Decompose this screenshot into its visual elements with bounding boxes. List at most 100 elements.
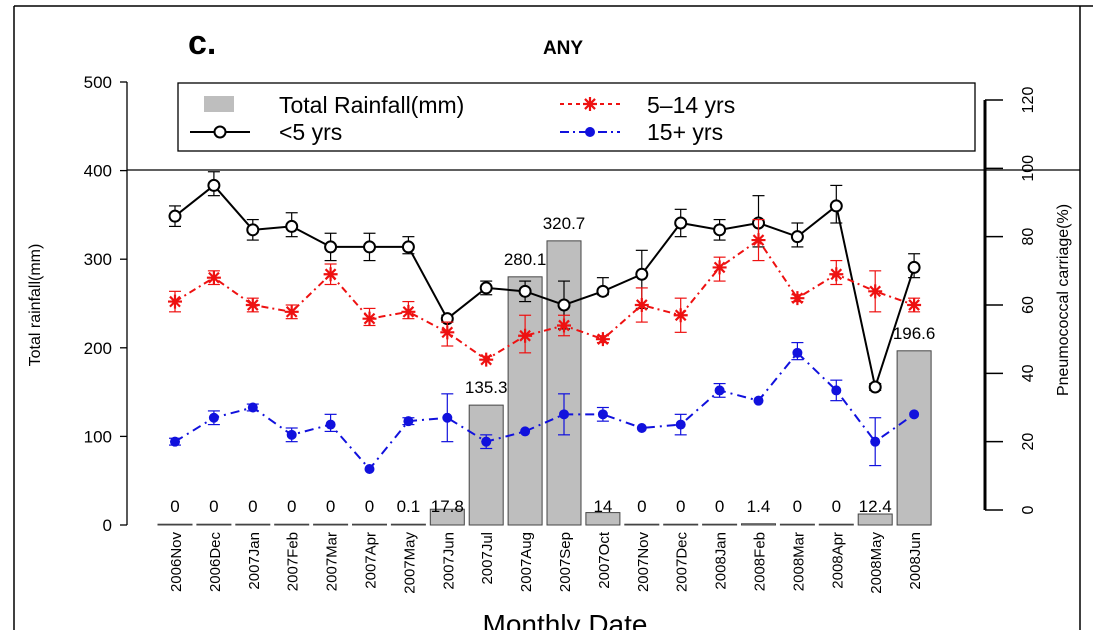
series-point (362, 311, 377, 326)
x-tick-label: 2006Dec (207, 532, 224, 593)
series-line-filled-circle (174, 351, 915, 471)
series-point (634, 298, 649, 312)
series-point (636, 423, 647, 433)
series-point (713, 223, 727, 237)
rainfall-bar-label: 196.6 (893, 324, 936, 343)
rainfall-bar-label: 0.1 (397, 497, 421, 516)
series-point (325, 419, 336, 430)
rainfall-bar (857, 513, 893, 526)
legend-5to14-marker (583, 97, 597, 111)
rainfall-bar (274, 523, 310, 526)
series-point (401, 240, 415, 254)
rainfall-bar (702, 523, 738, 526)
series-point (868, 284, 883, 299)
right-tick-label: 40 (1020, 364, 1037, 382)
legend-rainfall-swatch (204, 96, 234, 112)
right-y-axis: 0 20 40 60 80 100 120 (983, 87, 1037, 514)
x-tick-label: 2007Nov (635, 532, 652, 593)
rainfall-bar-label: 0 (637, 497, 646, 516)
rainfall-bar-label: 0 (326, 497, 335, 516)
left-tick-label: 0 (103, 516, 112, 535)
x-axis-label: Monthly Date (483, 609, 648, 630)
panel-letter: c. (188, 24, 216, 62)
series-point (714, 385, 725, 396)
rainfall-bar (235, 523, 271, 526)
rainfall-bar (313, 523, 349, 526)
series-point (557, 318, 571, 333)
right-tick-label: 0 (1020, 505, 1037, 514)
x-tick-label: 2007Dec (674, 532, 691, 593)
left-tick-label: 200 (84, 339, 112, 358)
series-point (170, 436, 180, 447)
legend-under5-marker (213, 125, 227, 139)
rainfall-bar-label: 0 (676, 497, 685, 516)
series-point (364, 464, 375, 474)
rainfall-bar (468, 404, 504, 526)
series-point (245, 298, 260, 312)
left-y-axis: 0 100 200 300 400 500 (84, 73, 128, 535)
series-point (324, 240, 338, 254)
rainfall-bar-label: 0 (365, 497, 374, 516)
rainfall-bar (157, 523, 193, 526)
rainfall-bar (663, 523, 699, 526)
left-tick-label: 500 (84, 73, 112, 92)
series-point (831, 385, 842, 396)
x-tick-label: 2007Mar (324, 532, 341, 591)
right-tick-label: 100 (1020, 155, 1037, 182)
rainfall-bar (429, 508, 465, 526)
series-point (635, 267, 649, 281)
series-point (751, 233, 766, 248)
chart-title: ANY (543, 38, 583, 59)
left-axis-label: Total rainfall(mm) (27, 244, 44, 367)
series-point (208, 412, 219, 423)
right-tick-label: 60 (1020, 296, 1037, 314)
series-point (363, 240, 376, 254)
series-point (557, 298, 571, 312)
x-tick-label: 2007May (401, 532, 418, 594)
series-point (520, 426, 531, 437)
series-point (285, 219, 299, 233)
series-point (401, 304, 416, 319)
rainfall-bar (585, 512, 621, 526)
series-point (247, 402, 258, 413)
rainfall-bar-label: 0 (209, 497, 218, 516)
rainfall-bar (779, 523, 815, 526)
rainfall-bar (196, 523, 232, 526)
series-point (712, 260, 727, 275)
series-point (829, 199, 843, 213)
x-tick-label: 2007Sep (557, 532, 574, 592)
right-tick-label: 80 (1020, 228, 1037, 246)
series-point (559, 409, 569, 420)
series-point (596, 284, 610, 298)
left-tick-label: 100 (84, 427, 112, 446)
series-point (792, 347, 803, 358)
rainfall-bar (390, 523, 426, 526)
left-tick-label: 300 (84, 250, 112, 269)
right-tick-label: 20 (1020, 433, 1037, 451)
x-tick-label: 2007Aug (518, 532, 535, 592)
series-point (870, 436, 881, 447)
series-point (207, 178, 221, 192)
x-tick-label: 2007Jan (246, 532, 263, 590)
x-tick-label: 2007Apr (363, 532, 380, 589)
legend-5to14-key (560, 97, 620, 111)
legend-under5-label: <5 yrs (279, 119, 342, 145)
series-point (907, 298, 922, 312)
rainfall-bar-label: 14 (593, 497, 612, 516)
legend-15plus-label: 15+ yrs (647, 119, 723, 145)
rainfall-bar (624, 523, 660, 526)
series-point (440, 325, 455, 340)
legend-rainfall-label: Total Rainfall(mm) (279, 92, 464, 118)
x-tick-label: 2008Jan (713, 532, 730, 590)
x-tick-label: 2008May (868, 532, 885, 594)
rainfall-bar-label: 0 (170, 497, 179, 516)
series-point (479, 281, 493, 295)
series-point (246, 223, 260, 237)
series-point (868, 380, 882, 394)
series-point (284, 304, 299, 319)
rainfall-bar-label: 320.7 (543, 214, 586, 233)
series-line-star (174, 238, 915, 361)
x-tick-label: 2008Mar (790, 532, 807, 591)
